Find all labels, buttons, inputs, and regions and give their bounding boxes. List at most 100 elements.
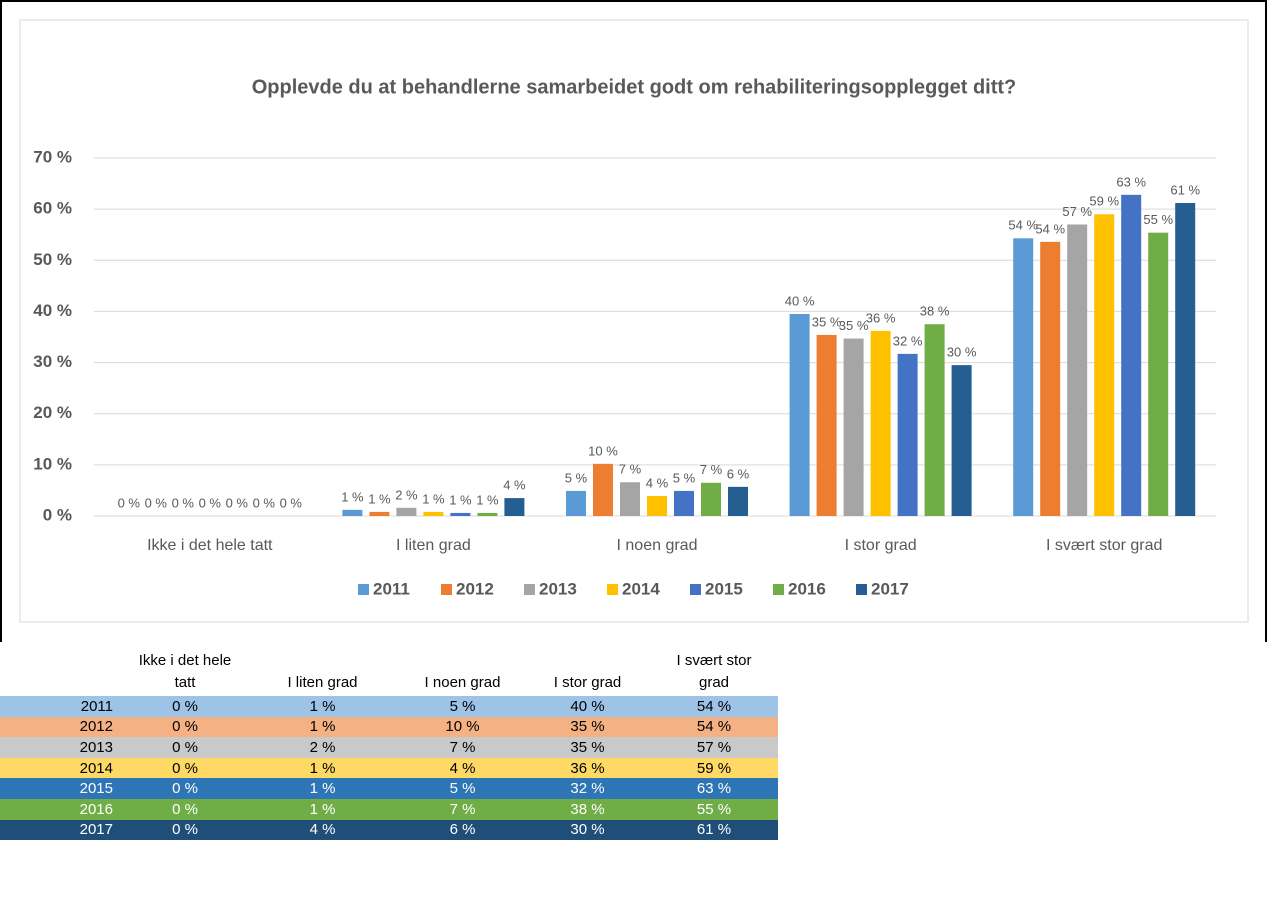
table-cell: 0 % <box>172 800 198 818</box>
data-label: 4 % <box>503 478 526 493</box>
table-cell: 30 % <box>570 821 605 839</box>
table-cell: 59 % <box>696 759 732 777</box>
data-table: Ikke i det hele tatt I liten grad I noen g… <box>0 650 778 841</box>
table-cell: 5 % <box>449 780 476 798</box>
data-label: 5 % <box>565 470 588 485</box>
table-cell: 57 % <box>696 738 732 756</box>
corner <box>0 650 125 696</box>
data-label: 32 % <box>893 333 923 348</box>
data-label: 6 % <box>727 466 750 481</box>
table-cell: 6 % <box>449 821 476 839</box>
legend-swatch <box>524 584 535 595</box>
x-tick-label: Ikke i det hele tatt <box>147 537 273 554</box>
table-cell: 1 % <box>309 718 336 736</box>
x-tick-label: I liten grad <box>396 537 471 554</box>
table-cell: 38 % <box>570 800 605 818</box>
x-tick-label: I noen grad <box>617 537 698 554</box>
table-row: 2017 0 % 4 % 6 % 30 % 61 % <box>0 819 778 841</box>
table-cell: 36 % <box>570 759 605 777</box>
data-label: 0 % <box>280 495 303 510</box>
row-year: 2011 <box>80 697 113 715</box>
data-label: 35 % <box>812 314 842 329</box>
data-label: 0 % <box>172 495 195 510</box>
table-cell: 54 % <box>696 697 732 715</box>
x-tick-label: I svært stor grad <box>1046 537 1162 554</box>
data-label: 1 % <box>341 489 364 504</box>
data-label: 1 % <box>368 491 391 506</box>
bar <box>1175 203 1196 516</box>
column-header: I noen grad <box>424 674 501 691</box>
legend-label: 2017 <box>871 579 909 598</box>
row-year: 2017 <box>79 821 113 839</box>
bar <box>816 334 837 516</box>
data-label: 0 % <box>145 495 168 510</box>
data-label: 54 % <box>1008 218 1038 233</box>
chart-area <box>19 19 1249 623</box>
table-cell: 55 % <box>696 800 732 818</box>
table-cell: 0 % <box>172 821 198 839</box>
chart: Opplevde du at behandlerne samarbeidet g… <box>19 19 1249 623</box>
data-label: 40 % <box>785 293 815 308</box>
data-label: 2 % <box>395 487 418 502</box>
table-cell: 0 % <box>172 780 198 798</box>
data-label: 35 % <box>839 318 869 333</box>
table-row: 2013 0 % 2 % 7 % 35 % 57 % <box>0 737 778 758</box>
bar <box>504 498 525 516</box>
table-cell: 4 % <box>309 821 336 839</box>
row-year: 2012 <box>79 718 113 736</box>
row-year: 2014 <box>79 759 113 777</box>
row-year: 2013 <box>79 738 113 756</box>
table-row: 2014 0 % 1 % 4 % 36 % 59 % <box>0 757 778 779</box>
y-tick-label: 70 % <box>33 147 72 166</box>
bar <box>647 496 667 516</box>
data-label: 1 % <box>449 492 472 507</box>
data-label: 54 % <box>1035 221 1065 236</box>
table-cell: 7 % <box>449 738 476 756</box>
legend-label: 2015 <box>705 579 743 598</box>
data-label: 1 % <box>422 491 445 506</box>
legend-swatch <box>441 584 452 595</box>
y-tick-label: 30 % <box>33 352 72 371</box>
data-label: 0 % <box>199 495 222 510</box>
data-label: 55 % <box>1143 212 1173 227</box>
data-label: 7 % <box>700 462 723 477</box>
x-tick-label: I stor grad <box>845 537 917 554</box>
y-tick-label: 60 % <box>33 199 72 218</box>
bar <box>1067 224 1088 516</box>
data-label: 1 % <box>476 492 499 507</box>
legend-label: 2016 <box>788 579 826 598</box>
bar <box>789 313 810 516</box>
bar <box>843 338 864 516</box>
bar <box>369 511 390 516</box>
bar <box>1121 194 1142 516</box>
bar <box>701 482 721 516</box>
window-frame <box>0 0 1267 642</box>
bar <box>1013 238 1034 516</box>
column-header: I liten grad <box>287 674 358 691</box>
bar <box>728 486 748 516</box>
legend-swatch <box>773 584 784 595</box>
data-label: 38 % <box>920 304 950 319</box>
table-header: Ikke i det hele tatt I liten grad I noen g… <box>0 650 778 696</box>
table-cell: 0 % <box>172 759 198 777</box>
table-cell: 10 % <box>445 718 480 736</box>
chart-title: Opplevde du at behandlerne samarbeidet g… <box>252 76 1017 98</box>
table-cell: 5 % <box>449 697 476 715</box>
table-cell: 32 % <box>570 780 605 798</box>
table-cell: 1 % <box>309 697 336 715</box>
legend-swatch <box>358 584 369 595</box>
bar <box>396 507 417 516</box>
y-tick-label: 40 % <box>33 301 72 320</box>
table-cell: 0 % <box>172 697 198 715</box>
table-cell: 35 % <box>570 738 605 756</box>
bar <box>924 324 945 516</box>
data-label: 4 % <box>646 475 669 490</box>
y-tick-label: 50 % <box>33 250 72 269</box>
column-header: I stor grad <box>553 674 622 691</box>
bar <box>620 482 640 516</box>
data-label: 0 % <box>253 495 276 510</box>
data-label: 59 % <box>1089 194 1119 209</box>
bar <box>477 512 498 516</box>
data-label: 57 % <box>1062 204 1092 219</box>
